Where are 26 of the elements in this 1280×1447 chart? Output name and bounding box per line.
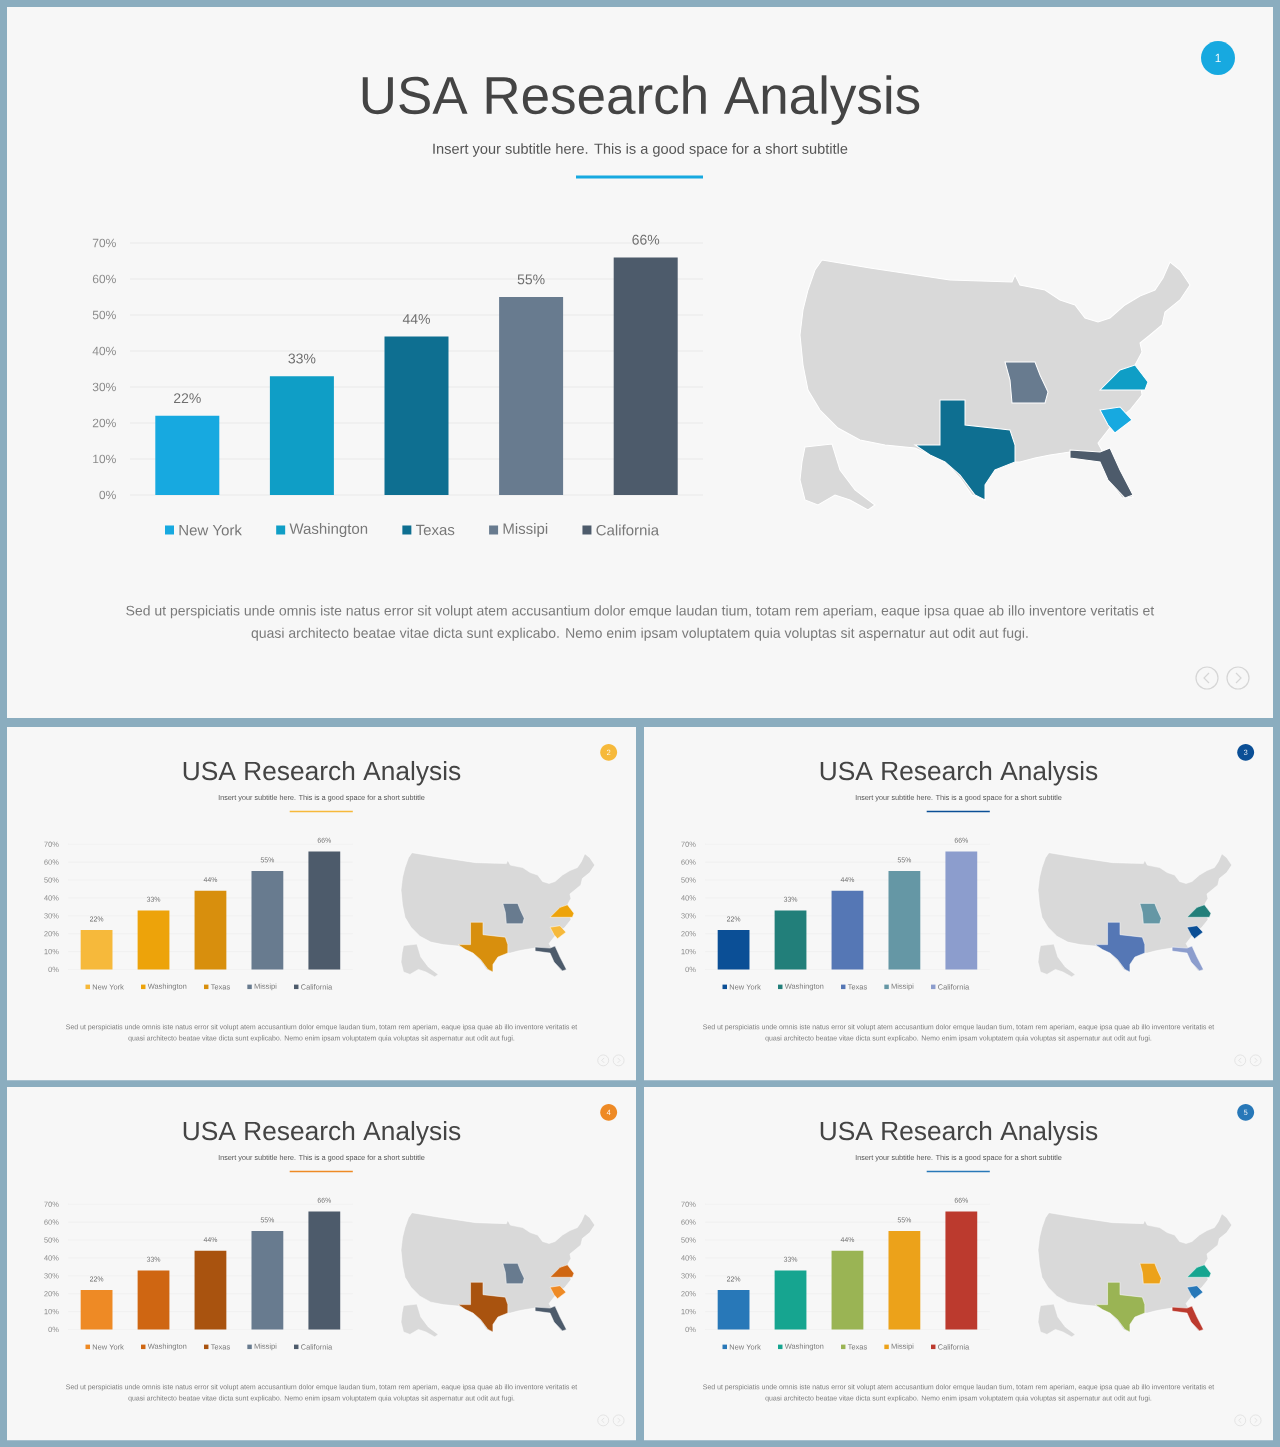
chart-title: USA Research Analysis: [183, 1120, 461, 1146]
y-tick-label: 0%: [99, 490, 116, 500]
y-tick-label: 40%: [92, 346, 116, 356]
y-tick-label: 10%: [93, 454, 116, 464]
legend-label: California: [596, 524, 660, 536]
chart-title: USA Research Analysis: [362, 75, 920, 125]
data-label: 55%: [517, 274, 545, 285]
y-tick-label: 70%: [92, 238, 116, 248]
y-tick-label: 50%: [92, 310, 116, 320]
data-label: 33%: [288, 353, 316, 364]
y-tick-label: 60%: [92, 274, 116, 284]
legend-label: New York: [179, 524, 242, 536]
chart-title: USA Research Analysis: [820, 1120, 1098, 1146]
text: Sed ut perspiciatis unde omnis iste natus error sit volupt atem accusantium dolor emque laudan tium, totam rem aperiam, eaque ipsa quae ab illo inventore veritatis et quasi architecto beatae vitae dicta sunt explicabo. Nemo enim ipsam voluptatem quia voluptas sit aspernatur aut odit aut fugi.: [126, 605, 1155, 641]
legend-label: Missipi: [503, 523, 548, 537]
chart-title: USA Research Analysis: [183, 760, 461, 786]
data-label: 22%: [174, 393, 201, 404]
legend-label: Texas: [415, 524, 455, 536]
y-tick-label: 30%: [92, 382, 116, 392]
text: 1: [1215, 53, 1221, 63]
legend-label: Washington: [289, 523, 368, 537]
y-tick-label: 20%: [92, 418, 116, 428]
chart-subtitle: Insert your subtitle here. This is a good space for a short subtitle: [433, 143, 848, 157]
data-label: 44%: [402, 314, 430, 324]
chart-title: USA Research Analysis: [820, 760, 1098, 786]
data-label: 66%: [632, 234, 660, 245]
